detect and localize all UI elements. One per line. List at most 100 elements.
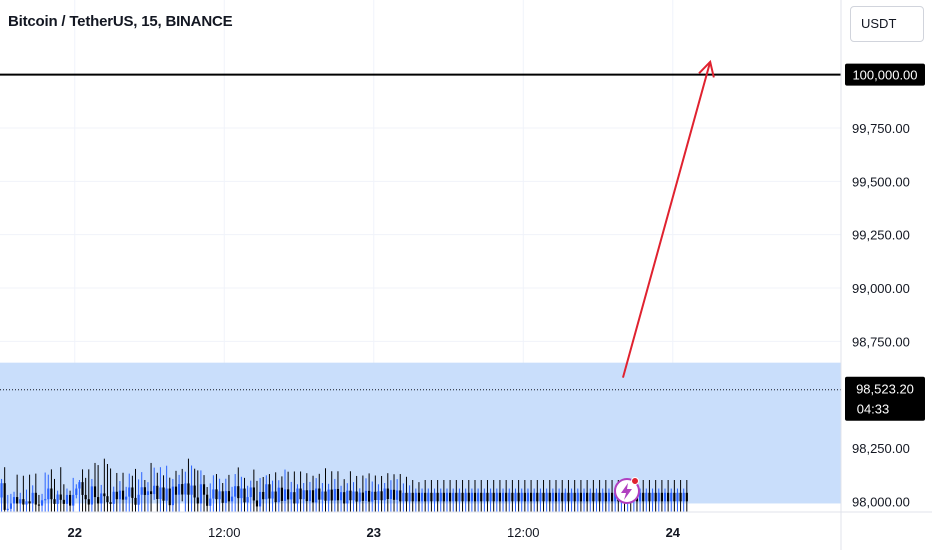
candle-body — [467, 492, 470, 502]
candle-body — [676, 492, 679, 502]
candle-body — [6, 508, 9, 510]
candle-body — [143, 487, 146, 495]
candle-body — [68, 494, 72, 506]
candle-body — [187, 483, 190, 495]
candle-body — [667, 492, 670, 502]
candle-body — [56, 494, 59, 504]
y-tick-label: 99,500.00 — [852, 174, 910, 189]
candle-body — [174, 486, 178, 495]
candle-body — [461, 492, 464, 502]
candle-body — [579, 492, 583, 502]
price-zone — [0, 362, 841, 504]
candle-body — [218, 491, 221, 500]
y-tick-label: 99,000.00 — [852, 281, 910, 296]
y-tick-label: 98,000.00 — [852, 494, 910, 509]
candle-body — [59, 494, 62, 500]
candle-body — [134, 497, 137, 505]
candle-body — [112, 491, 115, 504]
currency-button[interactable]: USDT — [850, 6, 924, 42]
candle-body — [458, 492, 461, 502]
candle-body — [495, 492, 498, 502]
candle-body — [153, 485, 156, 495]
candle-body — [651, 492, 654, 502]
candle-body — [258, 491, 262, 507]
candle-body — [561, 492, 564, 502]
lightning-icon[interactable] — [614, 477, 640, 504]
candle-body — [3, 483, 6, 510]
candle-body — [405, 492, 408, 502]
candle-body — [252, 487, 255, 501]
candle-body — [529, 492, 533, 502]
candle-body — [9, 503, 12, 509]
countdown-label: 04:33 — [857, 402, 890, 417]
candle-body — [265, 484, 268, 500]
candle-body — [355, 491, 358, 502]
candle-body — [31, 492, 34, 504]
level-price-tag — [845, 63, 925, 86]
candle-body — [115, 491, 118, 500]
candle-body — [449, 492, 452, 502]
candle-body — [87, 499, 90, 505]
candle-body — [505, 492, 508, 502]
candle-body — [473, 492, 477, 502]
candle-body — [589, 492, 592, 502]
candle-body — [308, 490, 312, 502]
candle-body — [343, 492, 346, 504]
candle-body — [371, 491, 374, 502]
candle-body — [436, 492, 439, 502]
candle-body — [414, 492, 417, 502]
y-tick-label: 99,250.00 — [852, 228, 910, 243]
y-tick-label: 98,750.00 — [852, 334, 910, 349]
candle-body — [533, 492, 536, 502]
candle-body — [274, 491, 277, 503]
candle-body — [336, 488, 340, 501]
candle-body — [299, 488, 302, 500]
candle-body — [128, 487, 131, 497]
candle-body — [305, 490, 308, 502]
candle-body — [511, 492, 514, 502]
candle-body — [408, 492, 411, 502]
candle-body — [374, 491, 377, 501]
candle-body — [399, 490, 402, 502]
level-price-label: 100,000.00 — [852, 68, 917, 83]
candle-body — [287, 489, 290, 500]
candle-body — [389, 489, 392, 499]
candle-body — [501, 492, 505, 502]
candle-body — [349, 490, 352, 501]
candle-body — [22, 499, 25, 505]
candle-body — [199, 484, 202, 504]
x-tick-label: 24 — [666, 525, 681, 540]
candle-body — [162, 487, 165, 501]
trend-arrow-shaft — [621, 61, 712, 378]
candle-body — [243, 488, 246, 503]
candle-body — [424, 492, 427, 502]
candle-body — [368, 490, 371, 502]
candle-body — [660, 492, 663, 502]
lightning-icon-dot — [631, 477, 639, 485]
candle-body — [464, 492, 467, 502]
candle-body — [206, 494, 209, 506]
candle-body — [72, 494, 75, 506]
candle-body — [100, 493, 103, 504]
candle-body — [315, 488, 318, 503]
candle-body — [380, 491, 383, 501]
candle-body — [607, 492, 611, 502]
candle-body — [34, 492, 37, 505]
candle-body — [582, 492, 586, 502]
candle-body — [517, 492, 520, 502]
candle-body — [97, 497, 100, 504]
candle-body — [642, 492, 645, 502]
candle-body — [595, 492, 598, 502]
candle-body — [146, 491, 150, 495]
candle-body — [28, 501, 31, 504]
lightning-icon-bolt — [621, 483, 632, 500]
candle-body — [171, 486, 174, 506]
y-tick-label: 98,250.00 — [852, 441, 910, 456]
candle-body — [131, 487, 134, 498]
candle-body — [90, 486, 93, 505]
symbol-title: Bitcoin / TetherUS, 15, BINANCE — [8, 13, 233, 30]
candle-body — [262, 491, 265, 500]
candle-body — [246, 497, 249, 503]
candle-body — [339, 492, 343, 501]
